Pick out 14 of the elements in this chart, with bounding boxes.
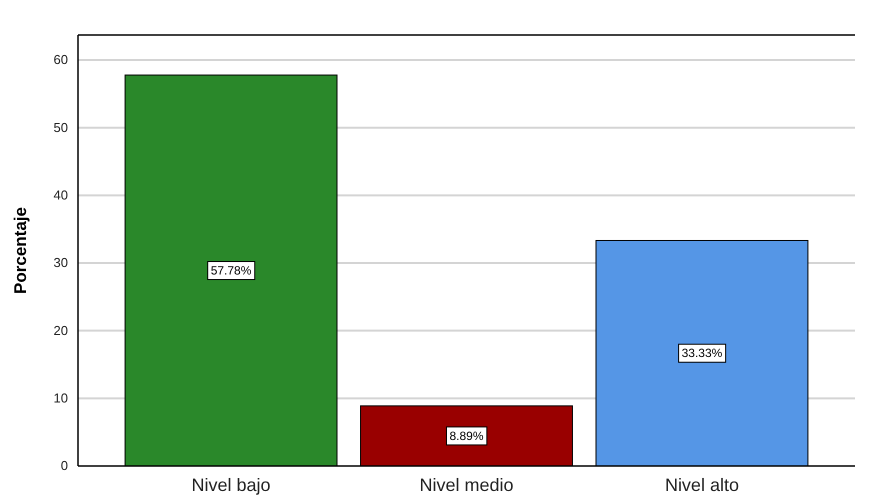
y-tick-label: 50 (54, 120, 68, 135)
y-tick-label: 40 (54, 188, 68, 203)
x-tick-label: Nivel medio (419, 474, 514, 495)
y-tick-label: 30 (54, 255, 68, 270)
y-tick-label: 60 (54, 52, 68, 68)
data-label: 33.33% (682, 346, 723, 360)
x-tick-label: Nivel alto (664, 474, 739, 495)
data-label: 57.78% (210, 264, 252, 278)
y-tick-label: 20 (54, 322, 68, 338)
data-label: 8.89% (449, 428, 484, 443)
y-tick-label: 0 (60, 458, 68, 474)
y-tick-label: 10 (54, 390, 68, 406)
y-axis-title: Porcentaje (11, 207, 30, 294)
x-tick-label: Nivel bajo (192, 474, 271, 495)
